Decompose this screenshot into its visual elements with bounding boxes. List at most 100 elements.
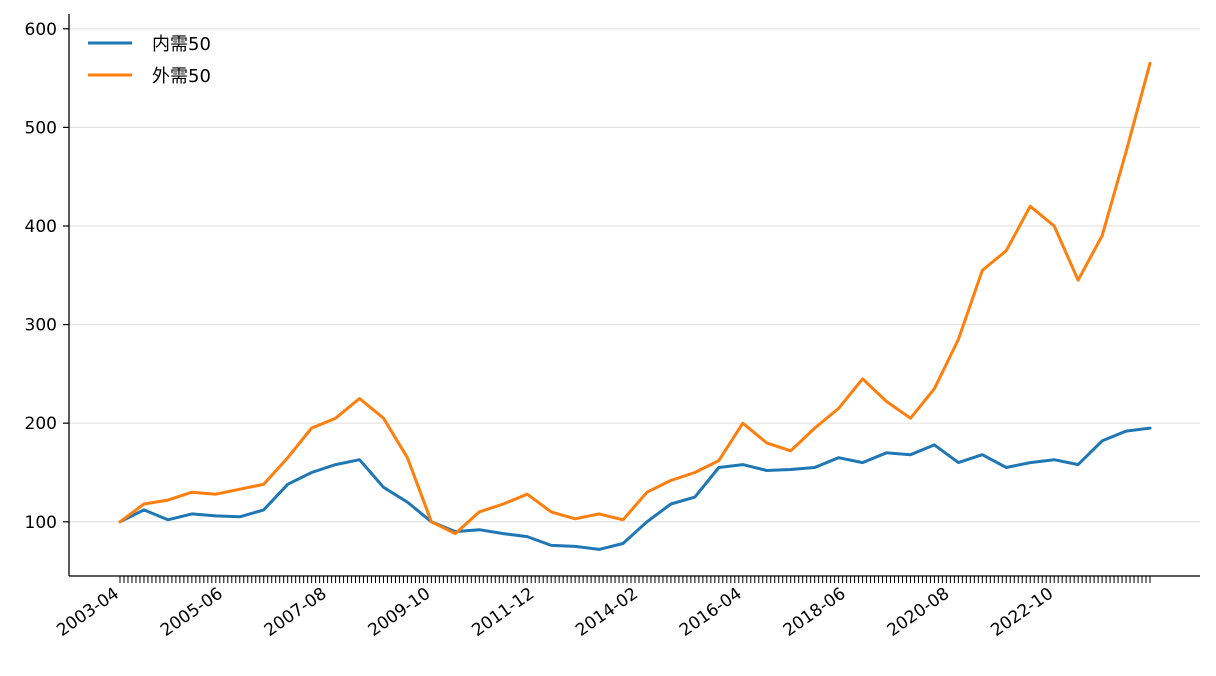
legend-label-domestic: 内需50 xyxy=(152,34,211,55)
series-0-point xyxy=(598,548,600,551)
grid-lines xyxy=(69,28,1200,523)
y-tick-label: 300 xyxy=(25,316,57,336)
series-1-point xyxy=(238,488,241,491)
series-1-point xyxy=(550,511,552,513)
y-tick-label: 500 xyxy=(25,118,57,138)
series-1-point xyxy=(143,503,145,505)
series-1-point xyxy=(933,387,936,390)
series-0-point xyxy=(167,519,169,521)
series-0-point xyxy=(1101,440,1103,442)
series-0-point xyxy=(646,520,648,523)
series-1-point xyxy=(526,493,529,495)
series-0-point xyxy=(334,463,337,466)
axes xyxy=(68,14,1200,577)
series-0-point xyxy=(406,501,409,503)
series-1-point xyxy=(718,459,720,462)
series-0-point xyxy=(885,451,888,454)
series-1-point xyxy=(406,456,409,459)
series-0-point xyxy=(1125,430,1127,432)
series-0-point xyxy=(718,466,720,469)
x-tick-label: 2011-12 xyxy=(468,584,538,641)
series-0-point xyxy=(837,456,840,459)
series-1-point xyxy=(334,417,337,420)
x-tick-label: 2020-08 xyxy=(884,584,954,641)
series-0-point xyxy=(310,471,313,474)
series-0-point xyxy=(550,544,552,547)
x-tick-label: 2016-04 xyxy=(676,584,746,641)
x-tick-label: 2018-06 xyxy=(780,584,850,641)
series-1-point xyxy=(310,427,313,429)
series-1-point xyxy=(741,422,744,424)
series-0-point xyxy=(981,453,984,456)
series-0-point xyxy=(238,516,241,518)
series-0-point xyxy=(670,503,672,505)
series-line-1 xyxy=(118,61,1152,536)
series-0-point xyxy=(933,444,936,446)
series-1-point xyxy=(646,491,648,493)
series-0-point xyxy=(813,466,816,469)
series-1-point xyxy=(191,491,193,493)
series-1-point xyxy=(813,427,816,429)
series-0-point xyxy=(861,461,864,464)
series-1-point xyxy=(1149,62,1151,65)
series-1-point xyxy=(670,479,672,482)
series-0-point xyxy=(358,458,361,461)
series-0-point xyxy=(478,528,481,531)
series-0-point xyxy=(765,469,768,472)
series-1-point xyxy=(502,503,505,505)
series-0-point xyxy=(382,486,385,489)
series-0-point xyxy=(909,453,912,456)
series-1-point xyxy=(885,400,888,403)
series-0-point xyxy=(262,509,265,511)
x-tick-label: 2022-10 xyxy=(987,584,1057,641)
series-1-point xyxy=(286,456,289,459)
series-0-point xyxy=(957,461,960,464)
series-1-point xyxy=(574,518,576,520)
series-0-point xyxy=(1149,427,1151,429)
x-tick-label: 2003-04 xyxy=(53,584,123,641)
legend: 内需50 外需50 xyxy=(88,34,211,87)
series-0-point xyxy=(1053,458,1055,461)
series-0-point xyxy=(789,468,792,471)
series-1-point xyxy=(765,442,768,444)
series-0-point xyxy=(1005,466,1008,469)
series-0-point xyxy=(526,535,529,538)
series-1-point xyxy=(215,493,217,495)
x-tick-label: 2014-02 xyxy=(572,584,642,641)
series-1-point xyxy=(1005,249,1008,252)
x-tick-label: 2005-06 xyxy=(157,584,227,641)
series-0-point xyxy=(741,463,744,466)
series-1-point xyxy=(909,417,912,420)
series-1-point xyxy=(837,407,840,410)
y-tick-label: 100 xyxy=(25,513,57,533)
series-1-point xyxy=(358,397,361,400)
series-0-point xyxy=(143,509,145,511)
series-1-point xyxy=(622,519,624,521)
series-0-point xyxy=(1077,463,1079,466)
series-0-point xyxy=(502,532,505,535)
series-0-point xyxy=(191,513,193,515)
series-1-point xyxy=(598,513,600,515)
series-1-point xyxy=(1029,205,1032,208)
series-0-point xyxy=(1029,461,1032,464)
series-1-point xyxy=(1053,225,1055,227)
series-1-point xyxy=(861,378,864,380)
series-1-point xyxy=(1077,279,1079,282)
series-1-point xyxy=(957,338,960,341)
series-1-point xyxy=(167,499,169,501)
series-1-point xyxy=(119,520,121,523)
series-1-point xyxy=(454,532,457,535)
series-line-0 xyxy=(118,426,1152,551)
series-1-point xyxy=(478,511,481,513)
y-tick-label: 400 xyxy=(25,217,57,237)
series-1-point xyxy=(1125,151,1127,153)
x-minor-ticks xyxy=(119,576,1151,583)
series-1-point xyxy=(694,471,696,474)
y-tick-label: 200 xyxy=(25,414,57,434)
x-tick-label: 2007-08 xyxy=(261,584,331,641)
series-1-point xyxy=(981,269,984,272)
series-1-point xyxy=(789,449,792,452)
legend-label-foreign: 外需50 xyxy=(152,66,211,87)
